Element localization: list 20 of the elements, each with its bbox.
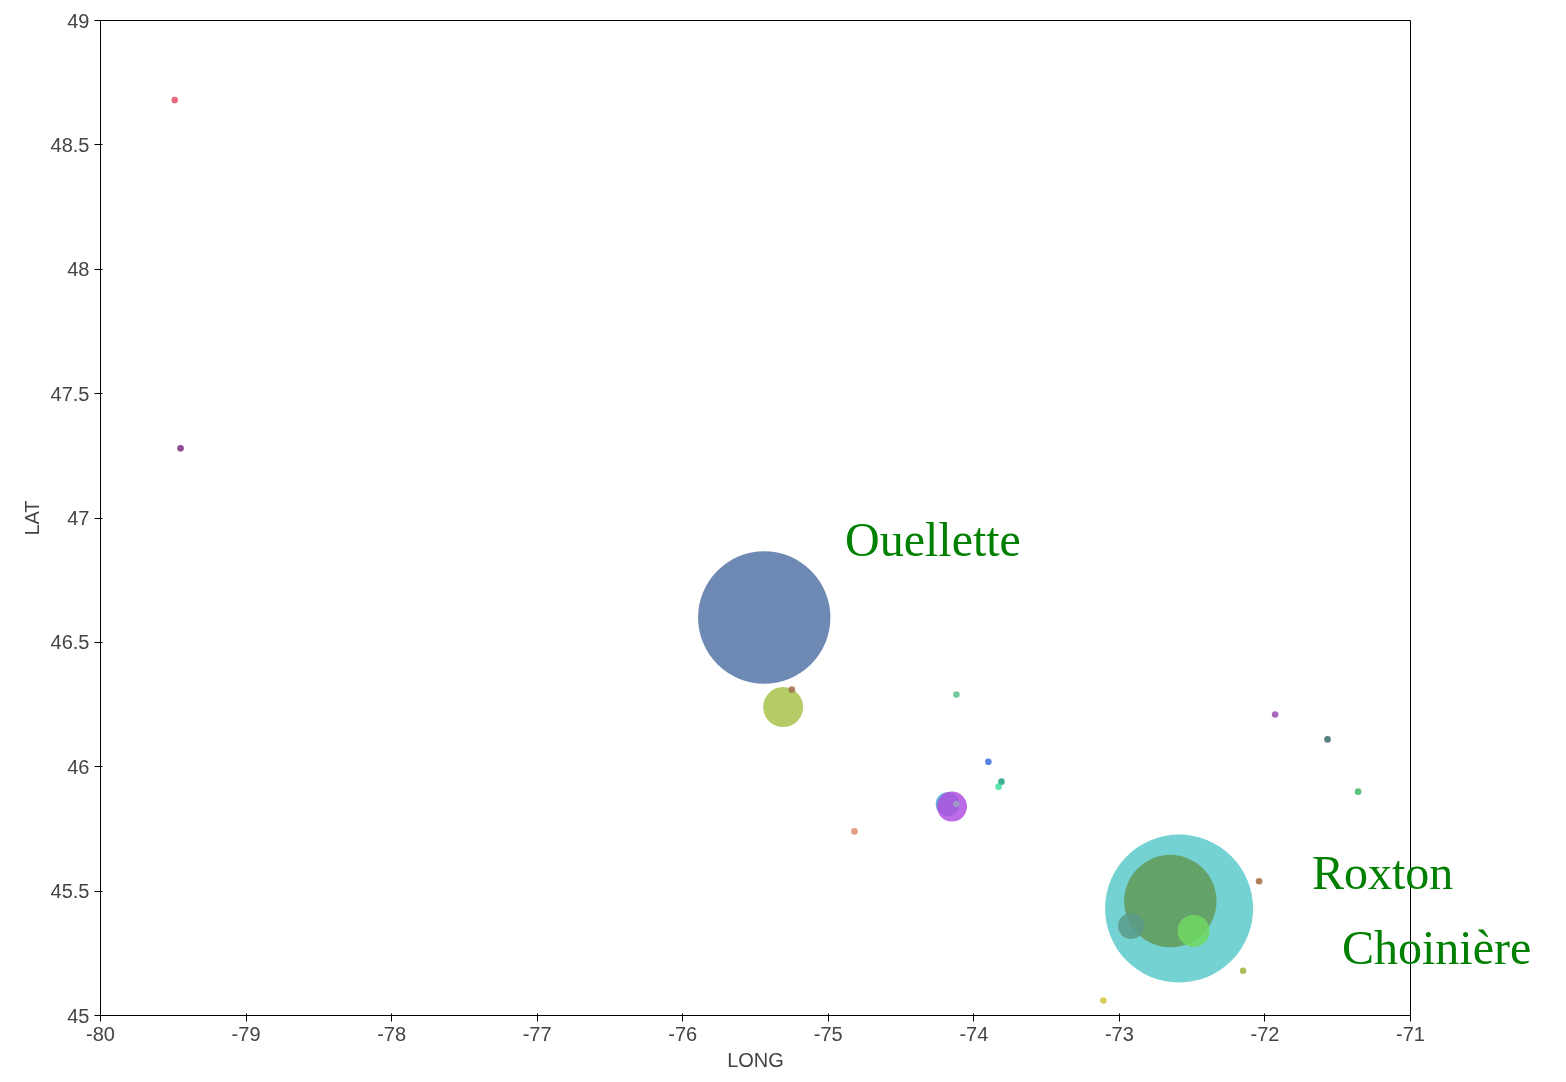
- y-tick-label: 47: [67, 507, 90, 529]
- x-tick-label: -73: [1104, 1022, 1134, 1045]
- x-tick-label: -72: [1250, 1022, 1280, 1045]
- x-tick-label: -78: [377, 1022, 407, 1045]
- annotation: Ouellette: [845, 516, 1021, 564]
- x-tick-label: -77: [522, 1022, 552, 1045]
- x-tick-label: -74: [959, 1022, 989, 1045]
- y-tick-label: 48: [67, 258, 90, 281]
- y-tick-label: 46.5: [50, 631, 90, 654]
- x-tick-label: -71: [1396, 1022, 1425, 1045]
- y-tick-label: 46: [67, 755, 90, 778]
- x-tick-label: -76: [668, 1022, 698, 1045]
- y-tick-label: 49: [67, 9, 90, 32]
- y-axis-title: LAT: [20, 500, 43, 536]
- y-tick-label: 48.5: [50, 133, 90, 156]
- y-tick-label: 47.5: [50, 382, 90, 405]
- y-tick-label: 45.5: [50, 880, 90, 903]
- x-tick-label: -79: [231, 1022, 261, 1045]
- x-tick-label: -75: [813, 1022, 843, 1045]
- x-axis-title: LONG: [727, 1048, 784, 1071]
